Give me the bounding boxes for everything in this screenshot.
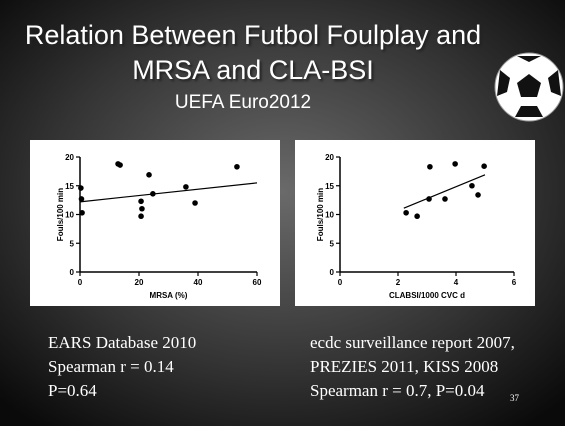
point — [452, 161, 458, 167]
point — [139, 206, 145, 212]
point — [414, 213, 420, 219]
point — [79, 196, 85, 202]
slide: Relation Between Futbol Foulplay and MRS… — [0, 0, 565, 426]
x-axis-label: MRSA (%) — [150, 291, 188, 300]
caption: Spearman r = 0.14 — [48, 357, 174, 376]
y-tick-label: 10 — [325, 211, 334, 220]
point — [138, 198, 144, 204]
page-number: 37 — [510, 393, 520, 403]
point — [78, 185, 84, 191]
y-tick-label: 10 — [65, 211, 74, 220]
x-tick-label: 6 — [512, 278, 517, 287]
point — [475, 192, 481, 198]
x-tick-label: 20 — [135, 278, 144, 287]
y-tick-label: 0 — [330, 268, 335, 277]
point — [117, 162, 123, 168]
caption: PREZIES 2011, KISS 2008 — [310, 357, 498, 376]
point — [469, 183, 475, 189]
y-tick-label: 15 — [65, 182, 74, 191]
y-tick-label: 0 — [70, 268, 75, 277]
point — [427, 164, 433, 170]
title-line: MRSA and CLA-BSI — [132, 55, 374, 85]
caption: Spearman r = 0.7, P=0.04 — [310, 381, 485, 400]
y-tick-label: 20 — [65, 153, 74, 162]
point — [481, 163, 487, 169]
point — [150, 191, 156, 197]
point — [192, 200, 198, 206]
y-tick-label: 20 — [325, 153, 334, 162]
x-tick-label: 0 — [338, 278, 343, 287]
x-tick-label: 60 — [253, 278, 262, 287]
soccer-ball — [495, 53, 563, 121]
y-tick-label: 15 — [325, 182, 334, 191]
x-tick-label: 2 — [396, 278, 401, 287]
point — [234, 164, 240, 170]
x-tick-label: 40 — [194, 278, 203, 287]
y-axis-label: Fouls/100 min — [316, 188, 325, 241]
point — [79, 210, 85, 216]
chart-panel — [295, 140, 535, 306]
point — [183, 184, 189, 190]
x-tick-label: 0 — [78, 278, 83, 287]
title-line: Relation Between Futbol Foulplay and — [25, 20, 481, 50]
point — [442, 196, 448, 202]
point — [403, 210, 409, 216]
point — [426, 196, 432, 202]
caption: EARS Database 2010 — [48, 333, 196, 352]
x-axis-label: CLABSI/1000 CVC d — [389, 291, 465, 300]
x-tick-label: 4 — [454, 278, 459, 287]
subtitle: UEFA Euro2012 — [175, 92, 311, 113]
y-tick-label: 5 — [330, 239, 335, 248]
y-axis-label: Fouls/100 min — [56, 188, 65, 241]
caption: P=0.64 — [48, 381, 97, 400]
y-tick-label: 5 — [70, 239, 75, 248]
point — [138, 213, 144, 219]
chart-panel — [30, 140, 280, 306]
caption: ecdc surveillance report 2007, — [310, 333, 515, 352]
point — [146, 172, 152, 178]
